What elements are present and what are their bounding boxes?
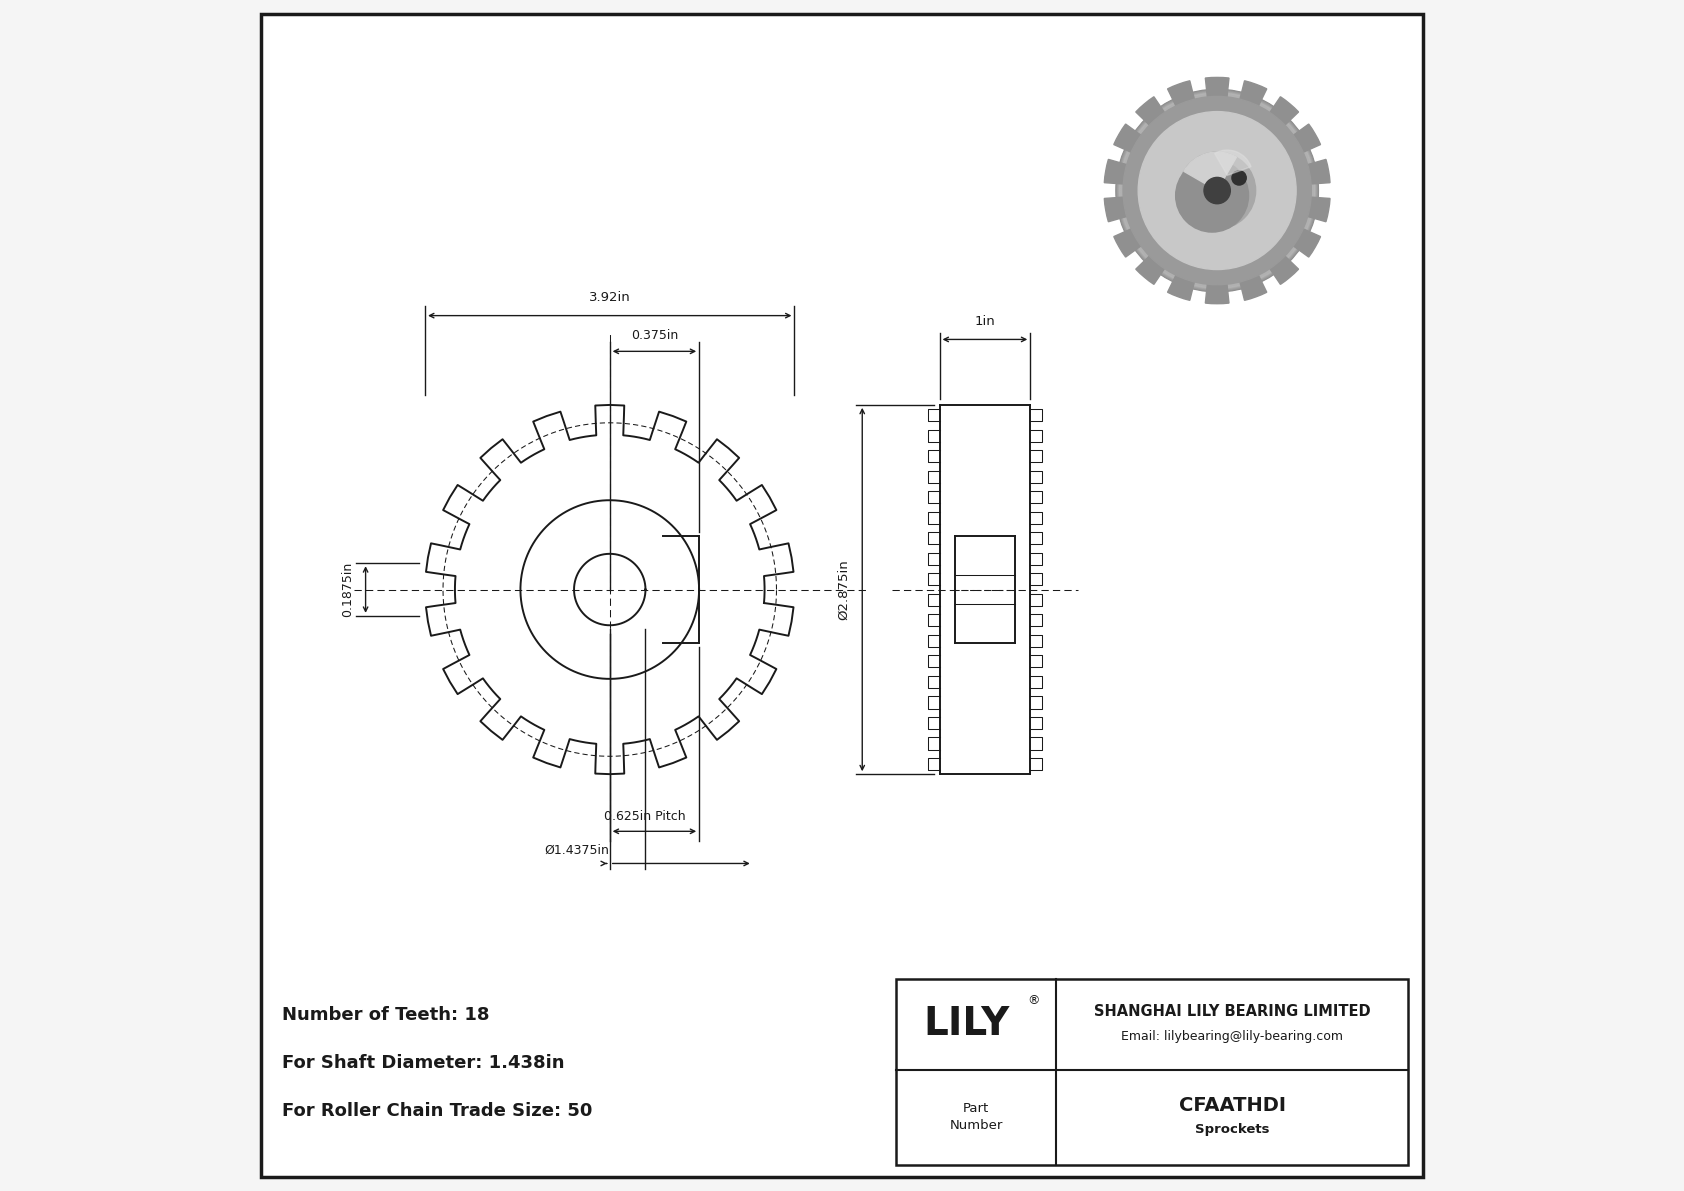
Wedge shape (1239, 273, 1266, 300)
Wedge shape (1206, 77, 1229, 99)
Text: CFAATHDI: CFAATHDI (1179, 1096, 1285, 1115)
Text: 0.375in: 0.375in (632, 329, 679, 342)
Text: Ø1.4375in: Ø1.4375in (544, 843, 610, 856)
Wedge shape (1135, 96, 1165, 127)
Wedge shape (1135, 254, 1165, 285)
Wedge shape (1184, 152, 1236, 191)
Wedge shape (1105, 160, 1128, 185)
Text: For Shaft Diameter: 1.438in: For Shaft Diameter: 1.438in (283, 1054, 564, 1072)
Circle shape (1233, 170, 1246, 185)
Circle shape (1204, 177, 1231, 204)
Text: 3.92in: 3.92in (589, 291, 630, 304)
Text: Sprockets: Sprockets (1196, 1123, 1270, 1135)
Circle shape (1118, 92, 1315, 289)
Wedge shape (1292, 227, 1320, 257)
Text: Ø2.875in: Ø2.875in (837, 559, 850, 621)
Wedge shape (1305, 197, 1330, 222)
Circle shape (1116, 89, 1319, 292)
Circle shape (1118, 92, 1317, 289)
Text: Number of Teeth: 18: Number of Teeth: 18 (283, 1006, 490, 1024)
Text: ®: ® (1027, 994, 1039, 1006)
Circle shape (1175, 160, 1248, 232)
Wedge shape (1105, 197, 1128, 222)
Bar (896, 979, 1408, 1165)
Circle shape (1120, 93, 1315, 288)
Wedge shape (1113, 227, 1143, 257)
Text: Part: Part (963, 1103, 989, 1115)
Circle shape (1116, 89, 1319, 292)
Text: For Roller Chain Trade Size: 50: For Roller Chain Trade Size: 50 (283, 1102, 593, 1120)
Wedge shape (1214, 150, 1251, 175)
Text: 0.1875in: 0.1875in (340, 562, 354, 617)
Text: LILY: LILY (923, 1005, 1010, 1043)
Circle shape (1123, 96, 1312, 285)
Circle shape (1138, 112, 1297, 269)
Wedge shape (1239, 81, 1266, 108)
Text: SHANGHAI LILY BEARING LIMITED: SHANGHAI LILY BEARING LIMITED (1093, 1004, 1371, 1018)
Wedge shape (1268, 96, 1298, 127)
Text: Number: Number (950, 1120, 1002, 1131)
Text: 0.625in Pitch: 0.625in Pitch (605, 810, 685, 823)
Circle shape (1116, 91, 1317, 291)
Circle shape (1118, 91, 1317, 291)
Wedge shape (1167, 273, 1196, 300)
Wedge shape (1167, 81, 1196, 108)
Wedge shape (1292, 124, 1320, 154)
Circle shape (1122, 94, 1314, 287)
Wedge shape (1113, 124, 1143, 154)
Wedge shape (1305, 160, 1330, 185)
Wedge shape (1268, 254, 1298, 285)
Text: Email: lilybearing@lily-bearing.com: Email: lilybearing@lily-bearing.com (1122, 1030, 1344, 1042)
Text: 1in: 1in (975, 314, 995, 328)
Circle shape (1179, 152, 1256, 229)
Wedge shape (1206, 282, 1229, 304)
Circle shape (1120, 93, 1314, 288)
